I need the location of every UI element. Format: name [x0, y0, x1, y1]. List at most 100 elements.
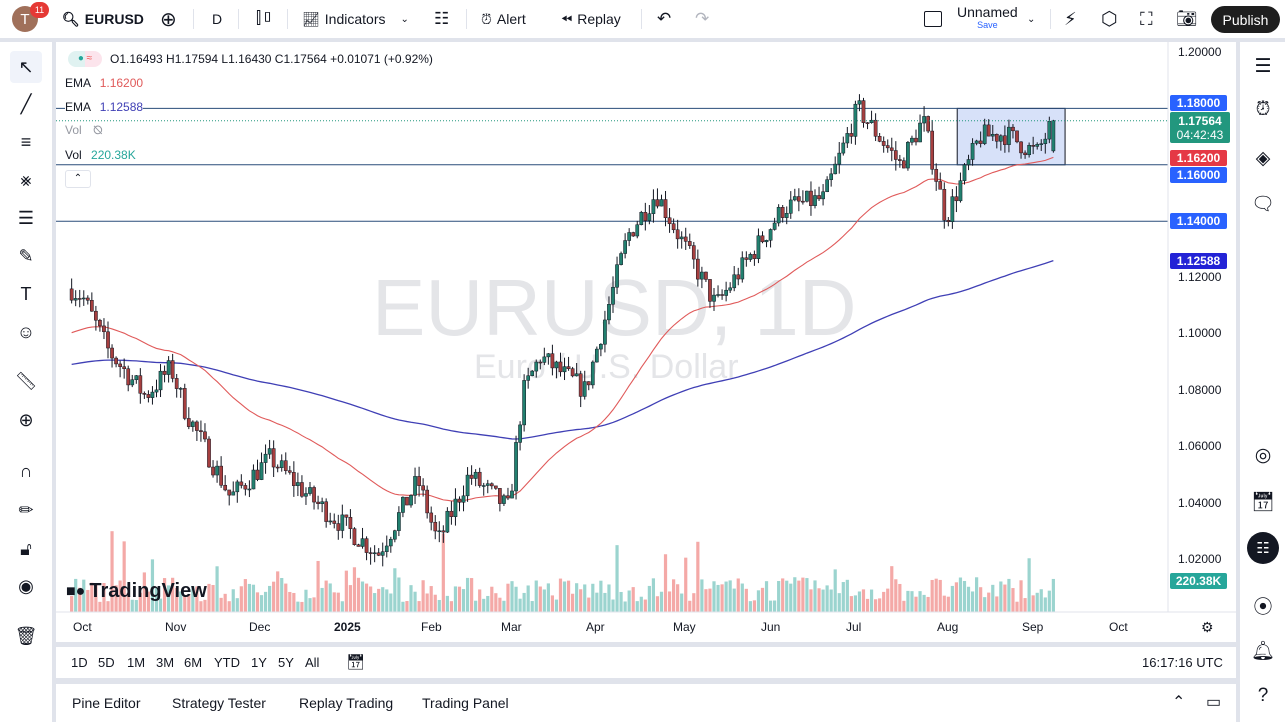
- candle-body: [312, 487, 316, 503]
- chevron-down-icon[interactable]: ⌄: [400, 13, 409, 25]
- candles-icon[interactable]: ⫿▯: [256, 10, 274, 27]
- watchlist-icon[interactable]: ☰: [1254, 55, 1272, 77]
- help-icon[interactable]: ?: [1257, 685, 1269, 706]
- chevron-down-icon[interactable]: ⌄: [1027, 13, 1036, 25]
- volume-bar: [470, 578, 474, 612]
- time-axis-settings-icon[interactable]: ⚙: [1201, 619, 1214, 635]
- tab-replay-trading[interactable]: Replay Trading: [299, 695, 394, 711]
- calendar-icon[interactable]: 📅︎: [1250, 492, 1276, 513]
- volume-bar: [425, 593, 429, 612]
- volume-bar: [1015, 601, 1019, 612]
- range-all[interactable]: All: [305, 655, 320, 670]
- candle-body: [324, 501, 329, 522]
- cursor-icon[interactable]: ↖: [10, 51, 42, 83]
- magnet-icon[interactable]: ∩: [19, 460, 33, 481]
- range-1d[interactable]: 1D: [71, 655, 88, 670]
- layers-icon[interactable]: ◈: [1255, 147, 1271, 169]
- trash-icon[interactable]: 🗑︎: [14, 625, 38, 646]
- current-price-label: 1.17564 04:42:43: [1170, 112, 1230, 143]
- publish-button[interactable]: Publish: [1211, 6, 1280, 33]
- indicators-button[interactable]: 📈︎ Indicators ⌄: [302, 0, 409, 38]
- ema200-legend[interactable]: EMA 1.12588: [65, 100, 144, 114]
- interval-button[interactable]: D: [212, 11, 223, 27]
- range-5y[interactable]: 5Y: [278, 655, 294, 670]
- brush-icon[interactable]: ✎: [18, 245, 34, 266]
- vol-legend[interactable]: Vol 220.38K: [65, 148, 136, 162]
- replay-button[interactable]: ⏪︎ Replay: [561, 0, 621, 38]
- volume-bar: [898, 583, 902, 612]
- emoji-icon[interactable]: ☺: [16, 321, 36, 342]
- collapse-legend-button[interactable]: ⌃: [65, 170, 91, 188]
- ruler-icon[interactable]: 📏︎: [14, 370, 38, 391]
- volume-bar: [461, 589, 466, 612]
- lock-icon[interactable]: 🔓︎: [20, 538, 32, 559]
- volume-bar: [1027, 558, 1031, 612]
- vol-hidden-legend[interactable]: Vol ⦰: [65, 123, 103, 137]
- volume-bar: [704, 589, 708, 612]
- volume-bar: [336, 592, 340, 612]
- layout-icon[interactable]: [924, 11, 942, 27]
- zoom-icon[interactable]: ⊕: [18, 409, 34, 430]
- volume-bar: [522, 592, 526, 612]
- lock-drawing-icon[interactable]: ✏: [18, 499, 34, 520]
- chevron-up-icon[interactable]: ⌃: [1172, 694, 1186, 711]
- range-ytd[interactable]: YTD: [214, 655, 240, 670]
- fullscreen-icon[interactable]: ⛶: [1140, 8, 1153, 29]
- volume-bar: [918, 591, 922, 612]
- volume-bar: [756, 590, 761, 612]
- settings-icon[interactable]: ⬡: [1101, 8, 1118, 30]
- candle-body: [906, 142, 910, 169]
- tab-strategy-tester[interactable]: Strategy Tester: [172, 695, 266, 711]
- target-icon[interactable]: ◎: [1254, 444, 1272, 466]
- chat-icon[interactable]: 🗨︎: [1250, 194, 1276, 215]
- volume-bar: [720, 584, 724, 612]
- quick-search-icon[interactable]: ⚡︎: [1064, 8, 1077, 29]
- range-6m[interactable]: 6M: [184, 655, 203, 670]
- undo-icon[interactable]: ↶: [657, 9, 672, 28]
- pattern-icon[interactable]: ⨳: [20, 169, 32, 190]
- fib-icon[interactable]: ☰: [17, 207, 35, 228]
- broadcast-icon[interactable]: ⦿: [1253, 596, 1273, 618]
- camera-icon[interactable]: 📷︎: [1176, 9, 1198, 28]
- volume-bar: [417, 601, 421, 612]
- trend-line-icon[interactable]: ╱: [20, 93, 32, 114]
- date-range-icon[interactable]: 📅︎: [346, 654, 366, 671]
- add-symbol-icon[interactable]: ⊕: [160, 8, 177, 31]
- candle-body: [922, 116, 926, 124]
- candle-body: [199, 430, 203, 433]
- layout-name-button[interactable]: Unnamed Save: [957, 5, 1018, 32]
- range-1y[interactable]: 1Y: [251, 655, 267, 670]
- ema50-legend[interactable]: EMA 1.16200: [65, 76, 144, 90]
- tab-pine-editor[interactable]: Pine Editor: [72, 695, 141, 711]
- candle-body: [695, 258, 700, 280]
- range-5d[interactable]: 5D: [98, 655, 115, 670]
- alert-button[interactable]: ⏰︎ Alert: [481, 0, 526, 38]
- volume-bar: [692, 593, 696, 612]
- alarm-clock-icon[interactable]: ⏰︎: [1255, 99, 1271, 120]
- tab-trading-panel[interactable]: Trading Panel: [422, 695, 509, 711]
- maximize-panel-icon[interactable]: ▭: [1206, 694, 1222, 711]
- horizontal-lines-icon[interactable]: ≡: [20, 131, 32, 152]
- range-1m[interactable]: 1M: [127, 655, 146, 670]
- candle-body: [190, 421, 195, 427]
- redo-icon[interactable]: ↷: [695, 9, 710, 28]
- volume-bar: [118, 580, 122, 612]
- chart-pane[interactable]: EURUSD, 1D Euro / U.S. Dollar ● ≈ O1.164…: [56, 42, 1236, 642]
- volume-bar: [158, 598, 163, 612]
- clock[interactable]: 16:17:16 UTC: [1142, 655, 1223, 670]
- price-chart[interactable]: [56, 42, 1236, 642]
- volume-bar: [146, 591, 151, 612]
- candle-body: [796, 196, 801, 202]
- market-status-icon[interactable]: ● ≈: [68, 51, 102, 67]
- bell-icon[interactable]: 🔔︎: [1250, 641, 1276, 662]
- volume-bar: [288, 591, 292, 612]
- text-icon[interactable]: T: [20, 283, 32, 304]
- apps-icon[interactable]: ☷: [1247, 532, 1279, 564]
- volume-bar: [162, 578, 167, 612]
- candle-body: [736, 274, 741, 280]
- range-3m[interactable]: 3M: [156, 655, 175, 670]
- symbol-search[interactable]: 🔍︎ EURUSD: [62, 0, 144, 38]
- templates-icon[interactable]: ☷: [434, 9, 450, 28]
- volume-bar: [595, 592, 599, 612]
- eye-icon[interactable]: ◉: [18, 575, 34, 596]
